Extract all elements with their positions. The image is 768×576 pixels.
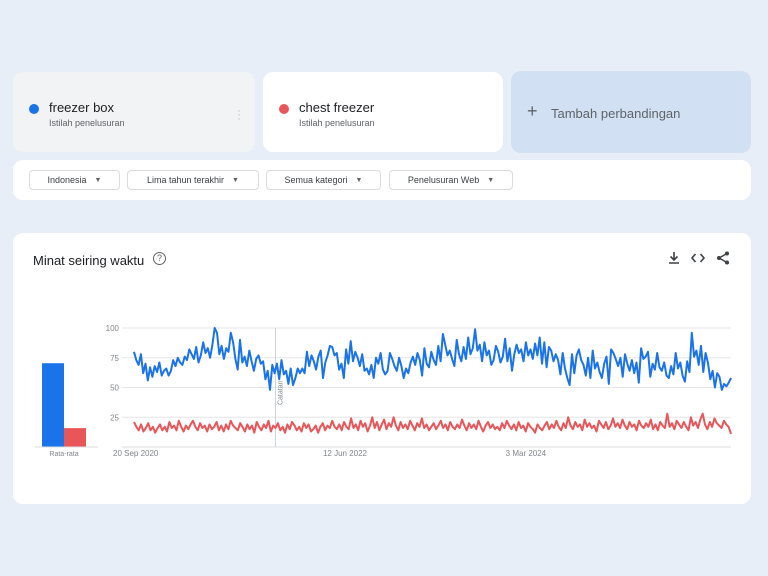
caret-down-icon: ▼: [232, 176, 239, 184]
add-comparison-label: Tambah perbandingan: [551, 106, 681, 121]
category-value: Semua kategori: [284, 175, 348, 185]
series-color-dot: [279, 104, 289, 114]
x-tick-label: 20 Sep 2020: [113, 449, 159, 458]
filter-bar: Indonesia ▼ Lima tahun terakhir ▼ Semua …: [13, 160, 751, 200]
time-range-value: Lima tahun terakhir: [147, 175, 225, 185]
caret-down-icon: ▼: [94, 176, 102, 184]
term-subtitle: Istilah penelusuran: [299, 118, 375, 128]
download-icon[interactable]: [666, 250, 682, 266]
term-name[interactable]: chest freezer: [299, 100, 375, 115]
term-name[interactable]: freezer box: [49, 100, 115, 115]
average-bar-chest-freezer: [64, 428, 86, 447]
search-type-dropdown[interactable]: Penelusuran Web ▼: [389, 170, 513, 190]
x-tick-label: 12 Jun 2022: [323, 449, 368, 458]
embed-icon[interactable]: [690, 250, 706, 266]
x-tick-label: 3 Mar 2024: [506, 449, 547, 458]
y-tick-label: 75: [110, 354, 119, 363]
chart-title: Minat seiring waktu: [33, 253, 145, 268]
region-dropdown[interactable]: Indonesia ▼: [29, 170, 120, 190]
category-dropdown[interactable]: Semua kategori ▼: [266, 170, 381, 190]
series-line-freezer-box: [133, 327, 732, 391]
series-color-dot: [29, 104, 39, 114]
interest-over-time-card: Minat seiring waktu ? Rata-rata 25 50 75 10…: [13, 233, 751, 504]
interest-chart: Rata-rata 25 50 75 100 Catatan 20 Sep 2020 12 …: [35, 324, 732, 458]
plus-icon: +: [527, 101, 538, 121]
time-range-dropdown[interactable]: Lima tahun terakhir ▼: [127, 170, 259, 190]
more-options-icon[interactable]: · · ·: [237, 103, 241, 125]
search-type-value: Penelusuran Web: [407, 175, 480, 185]
annotation-marker-label: Catatan: [277, 380, 284, 405]
series-line-chest-freezer: [133, 412, 732, 435]
y-tick-label: 25: [110, 413, 119, 422]
region-value: Indonesia: [47, 175, 87, 185]
average-bar-freezer-box: [42, 363, 64, 447]
term-subtitle: Istilah penelusuran: [49, 118, 125, 128]
add-comparison-button[interactable]: + Tambah perbandingan: [511, 71, 751, 153]
term-card-chest-freezer[interactable]: chest freezer Istilah penelusuran: [263, 72, 503, 152]
help-icon[interactable]: ?: [153, 252, 166, 265]
share-icon[interactable]: [715, 250, 731, 266]
caret-down-icon: ▼: [487, 176, 495, 184]
term-card-freezer-box[interactable]: freezer box Istilah penelusuran · · ·: [13, 72, 255, 152]
caret-down-icon: ▼: [355, 176, 363, 184]
y-tick-label: 100: [106, 324, 120, 333]
average-label: Rata-rata: [49, 451, 78, 458]
y-tick-label: 50: [110, 384, 119, 393]
